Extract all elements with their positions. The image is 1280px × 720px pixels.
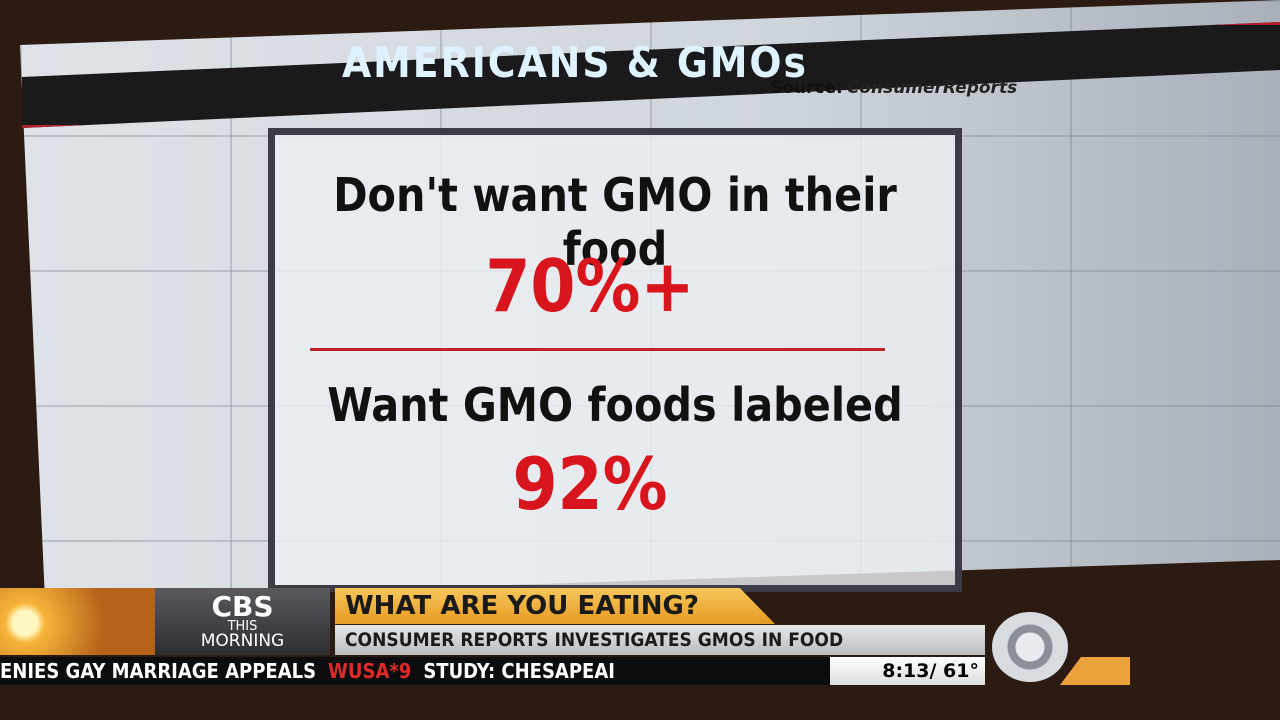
network-eye: [992, 612, 1068, 682]
stat-label: Want GMO foods labeled: [327, 378, 903, 432]
title: AMERICANS & GMOs: [341, 38, 809, 87]
station: WUSA*9: [328, 659, 412, 683]
show-image: [0, 588, 155, 655]
show-line: MORNING: [200, 631, 285, 651]
stat-value: 70%+: [485, 244, 695, 328]
headline: WHAT ARE YOU EATING?: [335, 588, 775, 624]
temperature: 61°: [943, 660, 979, 682]
show-logo: CBS THIS MORNING: [155, 588, 330, 655]
show-line: THIS: [227, 619, 258, 634]
source: Source: ConsumerReports: [770, 78, 1017, 98]
divider: [310, 348, 885, 351]
network: CBS: [211, 590, 274, 623]
subheadline: CONSUMER REPORTS INVESTIGATES GMOS IN FO…: [335, 625, 985, 655]
stat-value: 92%: [512, 442, 668, 526]
ticker: ENIES GAY MARRIAGE APPEALS WUSA*9 STUDY: C…: [0, 657, 830, 685]
ticker-text: STUDY: CHESAPEAI: [423, 659, 615, 683]
stat-label: Don't want GMO in their food: [333, 168, 897, 276]
time: 8:13/: [882, 660, 937, 682]
source-label: Source:: [770, 78, 843, 98]
decor: [1060, 657, 1130, 685]
ticker-text: ENIES GAY MARRIAGE APPEALS: [0, 659, 317, 683]
source-name: ConsumerReports: [846, 78, 1018, 98]
clock: 8:13/ 61°: [830, 657, 985, 685]
